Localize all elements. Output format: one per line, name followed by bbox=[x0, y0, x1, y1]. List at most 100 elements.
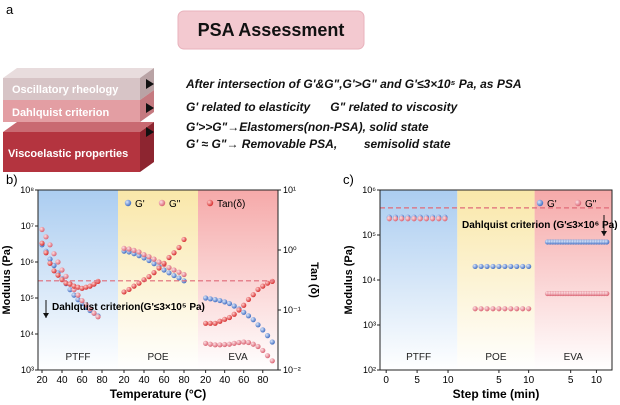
x-axis-label: Temperature (°C) bbox=[110, 387, 207, 401]
legend-label-1: G" bbox=[169, 199, 181, 210]
g-double-prime-point bbox=[212, 342, 218, 348]
tan-delta-point bbox=[71, 283, 77, 289]
plot-frame bbox=[37, 189, 279, 371]
tan-delta-point bbox=[126, 286, 132, 293]
x-tick-label: 5 bbox=[414, 375, 420, 386]
x-tick-label: 20 bbox=[200, 375, 212, 386]
g-double-prime-point bbox=[423, 216, 429, 222]
x-tick-label: 60 bbox=[238, 375, 250, 386]
g-prime-point bbox=[484, 263, 490, 270]
g-prime-point bbox=[203, 295, 209, 301]
tan-delta-point bbox=[131, 283, 137, 289]
g-double-prime-point bbox=[59, 267, 65, 273]
tan-delta-point bbox=[212, 320, 218, 326]
tan-delta-point bbox=[226, 314, 233, 321]
x-tick-label: 10 bbox=[442, 375, 454, 386]
legend-marker-1 bbox=[158, 199, 166, 207]
g-double-prime-point bbox=[392, 216, 399, 222]
g-double-prime-point bbox=[51, 251, 57, 257]
tan-delta-point bbox=[203, 320, 209, 326]
g-prime-point bbox=[226, 300, 233, 307]
y-tick-label: 10⁶ bbox=[362, 185, 376, 195]
g-double-prime-point bbox=[75, 292, 81, 298]
g-double-prime-point bbox=[490, 306, 496, 312]
g-prime-point bbox=[71, 292, 77, 298]
y-tick-label: 10⁴ bbox=[362, 275, 376, 285]
g-prime-point bbox=[166, 270, 172, 276]
panel-a: a PSA Assessment Viscoelastic properties… bbox=[3, 2, 522, 172]
x-tick-label: 5 bbox=[568, 375, 574, 386]
legend-label-0: G' bbox=[547, 199, 557, 210]
y2-tick-label: 10⁻¹ bbox=[283, 305, 301, 315]
y2-axis-label: Tan (δ) bbox=[308, 262, 320, 298]
g-double-prime-point bbox=[241, 339, 247, 345]
g-double-prime-point bbox=[39, 226, 45, 233]
x-tick-label: 60 bbox=[158, 375, 170, 386]
x-tick-label: 40 bbox=[56, 375, 68, 386]
tan-delta-point bbox=[181, 236, 187, 243]
g-double-prime-point bbox=[526, 306, 532, 312]
g-double-prime-point bbox=[255, 343, 261, 350]
g-double-prime-point bbox=[87, 306, 93, 312]
g-prime-point bbox=[146, 257, 152, 264]
g-prime-point bbox=[171, 272, 177, 279]
g-double-prime-point bbox=[156, 259, 162, 265]
tan-delta-point bbox=[75, 284, 81, 290]
tan-delta-point bbox=[55, 272, 61, 278]
x-tick-label: 80 bbox=[96, 375, 108, 386]
g-double-prime-point bbox=[181, 271, 187, 278]
y-tick-label: 10⁷ bbox=[21, 221, 34, 231]
g-double-prime-point bbox=[203, 340, 209, 346]
tan-delta-point bbox=[222, 316, 228, 322]
x-tick-label: 10 bbox=[591, 375, 603, 386]
tan-delta-point bbox=[255, 286, 261, 293]
g-prime-point bbox=[514, 263, 520, 270]
layer-3-side bbox=[140, 122, 154, 172]
g-prime-point bbox=[264, 333, 271, 339]
legend-marker-0 bbox=[536, 199, 544, 207]
segment-bg-eva bbox=[198, 190, 278, 370]
layer-1-label: Oscillatory rheology bbox=[12, 84, 119, 96]
tan-delta-point bbox=[207, 320, 213, 326]
g-prime-point bbox=[176, 275, 182, 281]
layer-2-label: Dahlquist criterion bbox=[12, 107, 109, 119]
g-double-prime-point bbox=[236, 339, 242, 346]
annotation-arrow-icon bbox=[43, 313, 49, 318]
x-tick-label: 40 bbox=[138, 375, 150, 386]
g-prime-point bbox=[151, 261, 157, 267]
g-double-prime-point bbox=[250, 341, 256, 347]
g-double-prime-point bbox=[269, 358, 275, 364]
g-prime-point bbox=[51, 262, 57, 269]
g-double-prime-point bbox=[386, 216, 392, 222]
g-double-prime-point bbox=[146, 254, 152, 260]
g-prime-point bbox=[508, 263, 514, 270]
g-double-prime-point bbox=[141, 252, 147, 258]
tan-delta-point bbox=[91, 281, 97, 287]
g-double-prime-point bbox=[91, 310, 97, 316]
x-tick-label: 0 bbox=[383, 375, 389, 386]
layer-3-label: Viscoelastic properties bbox=[8, 148, 128, 160]
layer-1-top bbox=[3, 68, 154, 78]
tan-delta-point bbox=[79, 285, 85, 291]
y-tick-label: 10² bbox=[363, 365, 376, 375]
g-double-prime-point bbox=[514, 306, 520, 312]
legend-label-0: G' bbox=[135, 199, 145, 210]
g-double-prime-point bbox=[436, 216, 442, 222]
legend-marker-1 bbox=[574, 199, 582, 207]
note-4: G' ≈ G"→ Removable PSA, semisolid state bbox=[186, 137, 451, 151]
tan-delta-point bbox=[176, 244, 182, 251]
y-tick-label: 10⁸ bbox=[20, 185, 34, 195]
tan-delta-point bbox=[250, 292, 256, 298]
note-1: After intersection of G'&G",G'>G" and G'… bbox=[185, 77, 522, 91]
tan-delta-point bbox=[156, 265, 162, 271]
g-prime-point bbox=[520, 263, 526, 270]
g-double-prime-point bbox=[207, 341, 213, 347]
y-axis-label: Modulus (Pa) bbox=[343, 245, 355, 314]
g-double-prime-point bbox=[176, 269, 182, 275]
g-double-prime-point bbox=[399, 216, 405, 222]
legend-label-1: G" bbox=[585, 199, 597, 210]
g-prime-point bbox=[161, 267, 167, 273]
layer-3-front bbox=[3, 132, 140, 172]
x-tick-label: 80 bbox=[257, 375, 269, 386]
notes: After intersection of G'&G",G'>G" and G'… bbox=[146, 77, 522, 151]
